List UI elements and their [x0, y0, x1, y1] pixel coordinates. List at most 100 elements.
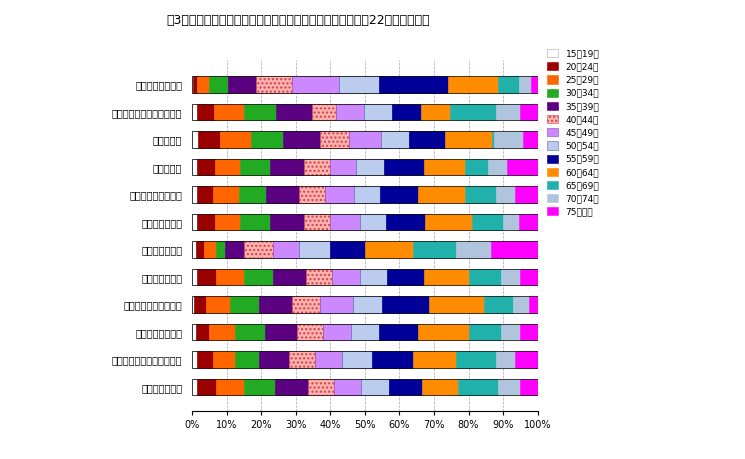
- Bar: [197, 131, 221, 148]
- Bar: [381, 186, 419, 203]
- Bar: [365, 241, 413, 258]
- Bar: [349, 131, 381, 148]
- Bar: [469, 269, 501, 285]
- Bar: [360, 214, 386, 230]
- Bar: [259, 351, 289, 368]
- Bar: [216, 269, 244, 285]
- Bar: [521, 104, 538, 120]
- Bar: [264, 324, 297, 340]
- Bar: [337, 104, 364, 120]
- Bar: [282, 131, 320, 148]
- Bar: [197, 214, 215, 230]
- Bar: [192, 186, 538, 203]
- Bar: [229, 76, 256, 93]
- Bar: [192, 131, 197, 148]
- Bar: [192, 351, 538, 368]
- Bar: [448, 76, 498, 93]
- Bar: [305, 214, 330, 230]
- Bar: [498, 76, 519, 93]
- Bar: [235, 324, 264, 340]
- Bar: [419, 324, 469, 340]
- Bar: [503, 214, 519, 230]
- Bar: [197, 269, 216, 285]
- Bar: [520, 324, 538, 340]
- Bar: [192, 241, 195, 258]
- Bar: [244, 104, 276, 120]
- Bar: [230, 296, 259, 313]
- Bar: [221, 131, 250, 148]
- Bar: [457, 241, 491, 258]
- Bar: [519, 214, 538, 230]
- Bar: [429, 296, 484, 313]
- Bar: [197, 104, 215, 120]
- Bar: [192, 159, 197, 175]
- Bar: [270, 159, 305, 175]
- Bar: [270, 214, 305, 230]
- Bar: [250, 131, 282, 148]
- Bar: [192, 104, 197, 120]
- Bar: [216, 241, 225, 258]
- Bar: [209, 324, 235, 340]
- Bar: [215, 104, 244, 120]
- Bar: [360, 269, 387, 285]
- Bar: [213, 351, 235, 368]
- Bar: [484, 296, 513, 313]
- Bar: [244, 241, 273, 258]
- Bar: [516, 351, 538, 368]
- Bar: [491, 241, 538, 258]
- Bar: [312, 104, 337, 120]
- Bar: [378, 324, 419, 340]
- Bar: [297, 324, 323, 340]
- Bar: [192, 269, 538, 285]
- Bar: [193, 76, 197, 93]
- Text: 図3　職業大分類別における５歳階級別の就業者割合（平成22年　宮崎県）: 図3 職業大分類別における５歳階級別の就業者割合（平成22年 宮崎県）: [166, 14, 430, 27]
- Bar: [496, 351, 516, 368]
- Bar: [244, 269, 273, 285]
- Bar: [392, 104, 421, 120]
- Bar: [213, 186, 238, 203]
- Bar: [507, 159, 538, 175]
- Bar: [382, 296, 429, 313]
- Bar: [192, 131, 538, 148]
- Bar: [192, 214, 197, 230]
- Bar: [235, 351, 259, 368]
- Bar: [314, 351, 343, 368]
- Bar: [409, 131, 445, 148]
- Bar: [465, 159, 487, 175]
- Bar: [520, 379, 538, 395]
- Bar: [197, 76, 209, 93]
- Bar: [192, 104, 538, 120]
- Bar: [381, 131, 409, 148]
- Bar: [472, 214, 503, 230]
- Bar: [422, 379, 458, 395]
- Bar: [424, 269, 469, 285]
- Bar: [192, 324, 195, 340]
- Bar: [241, 214, 270, 230]
- Bar: [334, 379, 361, 395]
- Bar: [225, 241, 244, 258]
- Bar: [529, 296, 538, 313]
- Bar: [320, 296, 353, 313]
- Bar: [215, 159, 241, 175]
- Bar: [206, 296, 230, 313]
- Bar: [192, 324, 538, 340]
- Bar: [424, 159, 465, 175]
- Bar: [492, 131, 494, 148]
- Bar: [332, 269, 360, 285]
- Bar: [445, 131, 492, 148]
- Bar: [244, 379, 275, 395]
- Bar: [216, 379, 244, 395]
- Bar: [387, 269, 424, 285]
- Bar: [276, 104, 312, 120]
- Bar: [496, 104, 521, 120]
- Bar: [465, 186, 496, 203]
- Bar: [386, 214, 425, 230]
- Bar: [192, 269, 197, 285]
- Bar: [320, 131, 349, 148]
- Bar: [496, 186, 516, 203]
- Bar: [501, 324, 520, 340]
- Bar: [192, 296, 538, 313]
- Bar: [421, 104, 450, 120]
- Bar: [516, 186, 538, 203]
- Bar: [501, 269, 520, 285]
